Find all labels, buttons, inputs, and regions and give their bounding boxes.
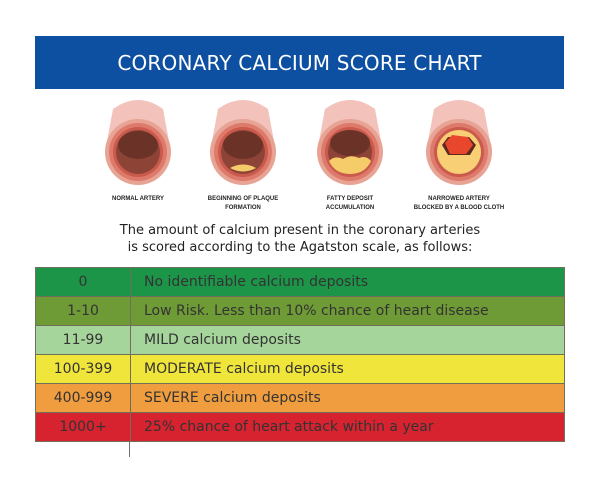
score-cell: 1000+ <box>35 412 131 442</box>
fatty-deposit-artery-icon <box>305 97 395 187</box>
artery-label-fatty-deposit: FATTY DEPOSIT ACCUMULATION <box>325 195 375 211</box>
plaque-beginning-artery-icon <box>198 97 288 187</box>
description-cell: MODERATE calcium deposits <box>130 354 565 384</box>
narrowed-artery-icon <box>414 97 504 187</box>
agatston-scale-table: 0 No identifiable calcium deposits 1-10 … <box>35 267 565 442</box>
score-cell: 400-999 <box>35 383 131 413</box>
table-row: 0 No identifiable calcium deposits <box>35 267 565 297</box>
score-cell: 11-99 <box>35 325 131 355</box>
artery-label-normal: NORMAL ARTERY <box>112 195 164 202</box>
description-cell: SEVERE calcium deposits <box>130 383 565 413</box>
description-cell: 25% chance of heart attack within a year <box>130 412 565 442</box>
chart-title-banner: CORONARY CALCIUM SCORE CHART <box>35 36 564 89</box>
chart-title: CORONARY CALCIUM SCORE CHART <box>117 50 482 75</box>
score-cell: 1-10 <box>35 296 131 326</box>
description-cell: MILD calcium deposits <box>130 325 565 355</box>
table-row: 1-10 Low Risk. Less than 10% chance of h… <box>35 296 565 326</box>
score-cell: 0 <box>35 267 131 297</box>
table-row: 11-99 MILD calcium deposits <box>35 325 565 355</box>
table-row: 1000+ 25% chance of heart attack within … <box>35 412 565 442</box>
description-cell: No identifiable calcium deposits <box>130 267 565 297</box>
artery-label-plaque-beginning: BEGINNING OF PLAQUE FORMATION <box>207 195 279 211</box>
normal-artery-icon <box>93 97 183 187</box>
column-divider-tail <box>129 441 130 457</box>
score-cell: 100-399 <box>35 354 131 384</box>
artery-label-narrowed: NARROWED ARTERY BLOCKED BY A BLOOD CLOTH <box>413 195 505 211</box>
description-cell: Low Risk. Less than 10% chance of heart … <box>130 296 565 326</box>
table-row: 400-999 SEVERE calcium deposits <box>35 383 565 413</box>
agatston-description: The amount of calcium present in the cor… <box>119 223 481 255</box>
table-row: 100-399 MODERATE calcium deposits <box>35 354 565 384</box>
